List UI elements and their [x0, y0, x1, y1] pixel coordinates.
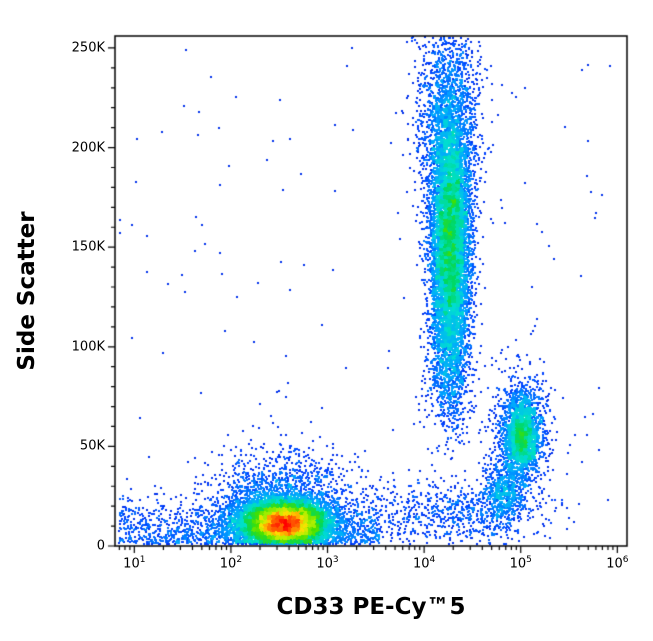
- x-tick-label: 106: [606, 555, 629, 572]
- x-tick-label: 103: [316, 555, 339, 572]
- y-tick-label: 100K: [71, 339, 105, 355]
- y-tick-label: 50K: [79, 438, 105, 454]
- x-tick-label: 104: [412, 555, 436, 572]
- x-tick-label: 101: [123, 555, 146, 572]
- y-tick-label: 150K: [71, 239, 105, 255]
- y-axis-title: Side Scatter: [14, 211, 40, 371]
- x-tick-label: 102: [219, 555, 243, 572]
- y-tick-label: 0: [96, 538, 105, 554]
- y-tick-label: 200K: [71, 140, 105, 156]
- y-tick-label: 250K: [71, 40, 105, 56]
- x-tick-label: 105: [509, 555, 532, 572]
- x-axis-title: CD33 PE-Cy™5: [276, 594, 466, 620]
